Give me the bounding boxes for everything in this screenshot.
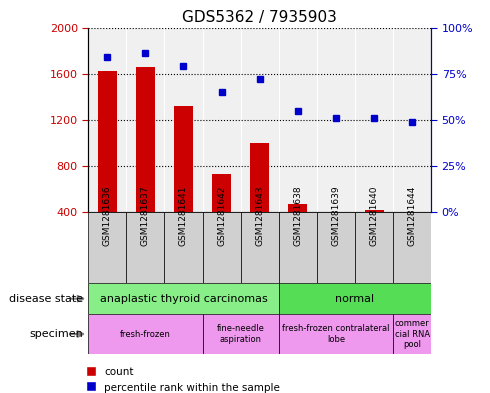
Bar	[136, 67, 155, 212]
FancyBboxPatch shape	[88, 314, 202, 354]
Text: anaplastic thyroid carcinomas: anaplastic thyroid carcinomas	[99, 294, 268, 304]
Text: GSM1281643: GSM1281643	[255, 185, 264, 246]
FancyBboxPatch shape	[279, 212, 317, 283]
FancyBboxPatch shape	[88, 283, 279, 314]
Legend: count, percentile rank within the sample: count, percentile rank within the sample	[81, 363, 284, 393]
Text: GSM1281640: GSM1281640	[369, 185, 379, 246]
Bar	[174, 106, 193, 212]
FancyBboxPatch shape	[393, 212, 431, 283]
Text: GSM1281637: GSM1281637	[141, 185, 150, 246]
Text: GSM1281642: GSM1281642	[217, 186, 226, 246]
Text: GSM1281639: GSM1281639	[331, 185, 341, 246]
Text: GSM1281641: GSM1281641	[179, 185, 188, 246]
Text: specimen: specimen	[29, 329, 83, 339]
FancyBboxPatch shape	[279, 314, 393, 354]
Text: GSM1281644: GSM1281644	[408, 186, 416, 246]
FancyBboxPatch shape	[317, 212, 355, 283]
FancyBboxPatch shape	[202, 314, 279, 354]
FancyBboxPatch shape	[393, 314, 431, 354]
FancyBboxPatch shape	[126, 212, 165, 283]
FancyBboxPatch shape	[165, 212, 202, 283]
FancyBboxPatch shape	[355, 212, 393, 283]
FancyBboxPatch shape	[202, 212, 241, 283]
FancyBboxPatch shape	[88, 212, 126, 283]
FancyBboxPatch shape	[241, 212, 279, 283]
Text: fine-needle
aspiration: fine-needle aspiration	[217, 324, 265, 344]
Title: GDS5362 / 7935903: GDS5362 / 7935903	[182, 10, 337, 25]
Bar	[250, 143, 269, 212]
Bar	[98, 72, 117, 212]
FancyBboxPatch shape	[279, 283, 431, 314]
Text: disease state: disease state	[9, 294, 83, 304]
Bar	[212, 174, 231, 212]
Text: GSM1281638: GSM1281638	[294, 185, 302, 246]
Text: normal: normal	[336, 294, 374, 304]
Bar	[365, 210, 384, 212]
Text: commer
cial RNA
pool: commer cial RNA pool	[394, 319, 430, 349]
Text: GSM1281636: GSM1281636	[103, 185, 112, 246]
Text: fresh-frozen contralateral
lobe: fresh-frozen contralateral lobe	[282, 324, 390, 344]
Text: fresh-frozen: fresh-frozen	[120, 330, 171, 338]
Bar	[288, 204, 307, 212]
